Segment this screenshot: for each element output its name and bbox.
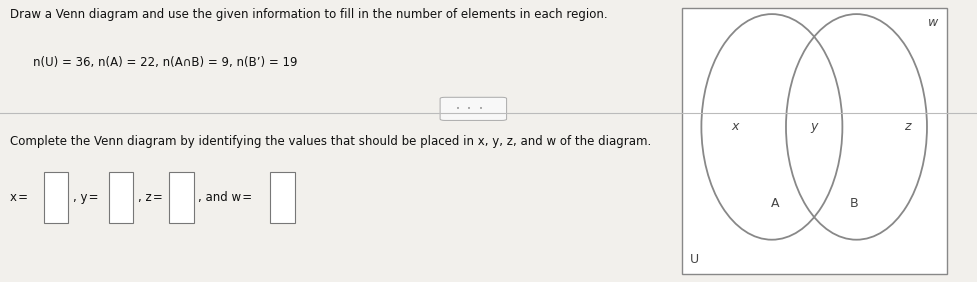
Text: w: w — [927, 16, 937, 29]
Text: , z =: , z = — [138, 191, 162, 204]
Text: , and w =: , and w = — [197, 191, 252, 204]
Text: •: • — [479, 105, 483, 112]
Text: y: y — [810, 120, 817, 133]
Text: A: A — [770, 197, 778, 210]
Text: B: B — [848, 197, 857, 210]
FancyBboxPatch shape — [169, 172, 193, 223]
Text: U: U — [690, 253, 699, 266]
Text: n(U) = 36, n(A) = 22, n(A∩B) = 9, n(B’) = 19: n(U) = 36, n(A) = 22, n(A∩B) = 9, n(B’) … — [32, 56, 297, 69]
FancyBboxPatch shape — [108, 172, 133, 223]
Text: •: • — [455, 105, 459, 112]
FancyBboxPatch shape — [270, 172, 294, 223]
FancyBboxPatch shape — [44, 172, 68, 223]
Text: x =: x = — [10, 191, 27, 204]
Text: , y =: , y = — [72, 191, 99, 204]
Text: Complete the Venn diagram by identifying the values that should be placed in x, : Complete the Venn diagram by identifying… — [10, 135, 651, 148]
Text: Draw a Venn diagram and use the given information to fill in the number of eleme: Draw a Venn diagram and use the given in… — [10, 8, 607, 21]
Text: z: z — [903, 120, 910, 133]
Text: •: • — [467, 105, 471, 112]
Text: x: x — [731, 120, 739, 133]
